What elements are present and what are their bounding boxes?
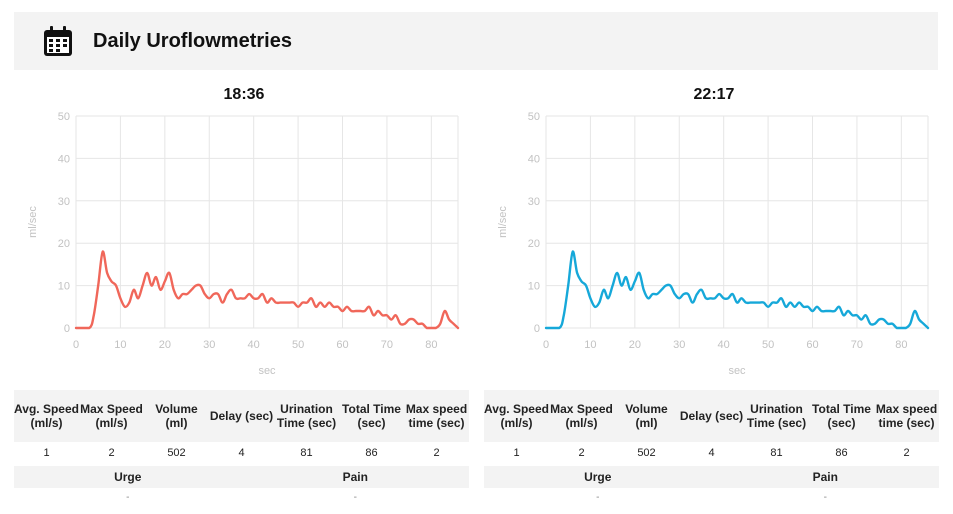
x-tick-label: 20: [159, 339, 171, 351]
x-tick-label: 50: [292, 339, 304, 351]
flow-series-line: [544, 250, 930, 330]
y-tick-label: 20: [528, 238, 540, 250]
uroflow-panel-2: 22:17 0 10 20 30 40 50 0 10 20 30 40 50 60 70 80 sec ml/…: [484, 78, 944, 514]
value-urge: -: [596, 491, 600, 503]
x-tick-label: 80: [425, 339, 437, 351]
flow-chart: 0 10 20 30 40 50 0 10 20 30 40 50 60 70 80 sec ml/sec: [497, 111, 930, 377]
header-max-speed: Max Speed (ml/s): [550, 402, 613, 430]
header-urge: Urge: [584, 470, 612, 484]
header-avg-speed: Avg. Speed (ml/s): [484, 402, 549, 430]
value-avg-speed: 1: [43, 447, 50, 459]
header-pain: Pain: [342, 470, 368, 484]
y-tick-label: 50: [528, 111, 540, 123]
header-total-time: Total Time (sec): [812, 402, 871, 430]
value-max-speed-time: 2: [433, 447, 440, 459]
x-tick-label: 0: [73, 339, 79, 351]
x-axis-title: sec: [728, 365, 746, 377]
y-tick-label: 50: [58, 111, 70, 123]
value-pain: -: [353, 491, 357, 503]
page-header: Daily Uroflowmetries: [14, 12, 938, 70]
panel-time: 22:17: [693, 86, 735, 103]
flow-chart: 0 10 20 30 40 50 0 10 20 30 40 50 60 70 80 sec ml/sec: [27, 111, 460, 377]
value-delay: 4: [708, 447, 715, 459]
header-delay: Delay (sec): [679, 409, 744, 423]
stats-header-row: Avg. Speed (ml/s) Max Speed (ml/s) Volum…: [14, 390, 469, 442]
header-avg-speed: Avg. Speed (ml/s): [14, 402, 79, 430]
header-max-speed-time: Max speed time (sec): [405, 402, 468, 430]
y-tick-label: 10: [58, 281, 70, 293]
header-total-time: Total Time (sec): [342, 402, 401, 430]
value-volume: 502: [167, 447, 186, 459]
header-urination-time: Urination Time (sec): [746, 402, 807, 430]
header-delay: Delay (sec): [209, 409, 274, 423]
page-title: Daily Uroflowmetries: [93, 29, 292, 52]
x-tick-label: 30: [673, 339, 685, 351]
y-tick-label: 30: [528, 196, 540, 208]
panel-time: 18:36: [223, 86, 265, 103]
header-urge: Urge: [114, 470, 142, 484]
y-tick-label: 10: [528, 281, 540, 293]
stats-value-row: 1 2 502 4 81 86 2: [14, 442, 469, 464]
x-tick-label: 60: [336, 339, 348, 351]
y-tick-label: 40: [58, 153, 70, 165]
x-tick-label: 10: [584, 339, 596, 351]
x-tick-label: 60: [806, 339, 818, 351]
urge-pain-header-row: Urge Pain: [14, 466, 469, 488]
y-tick-label: 0: [534, 323, 540, 335]
y-tick-label: 20: [58, 238, 70, 250]
x-tick-label: 20: [629, 339, 641, 351]
y-tick-label: 30: [58, 196, 70, 208]
value-max-speed-time: 2: [903, 447, 910, 459]
x-axis-title: sec: [258, 365, 276, 377]
x-tick-label: 70: [381, 339, 393, 351]
value-max-speed: 2: [578, 447, 585, 459]
x-tick-label: 40: [718, 339, 730, 351]
y-axis-title: ml/sec: [497, 206, 509, 238]
stats-value-row: 1 2 502 4 81 86 2: [484, 442, 939, 464]
y-tick-label: 0: [64, 323, 70, 335]
header-pain: Pain: [812, 470, 838, 484]
value-max-speed: 2: [108, 447, 115, 459]
value-urge: -: [126, 491, 130, 503]
x-tick-label: 30: [203, 339, 215, 351]
flow-series-line: [74, 250, 460, 330]
urge-pain-header-row: Urge Pain: [484, 466, 939, 488]
y-tick-label: 40: [528, 153, 540, 165]
header-max-speed: Max Speed (ml/s): [80, 402, 143, 430]
calendar-icon: [44, 26, 72, 56]
header-volume: Volume (ml): [155, 402, 198, 430]
value-urination-time: 81: [770, 447, 783, 459]
x-tick-label: 40: [248, 339, 260, 351]
uroflow-panel-1: 18:36 0 10 20 30 40 50 0 10 20 30 40 50 60 70 80 sec ml/…: [14, 78, 474, 514]
urge-pain-value-row: - -: [484, 488, 939, 506]
value-total-time: 86: [365, 447, 378, 459]
header-max-speed-time: Max speed time (sec): [875, 402, 938, 430]
x-tick-label: 50: [762, 339, 774, 351]
header-volume: Volume (ml): [625, 402, 668, 430]
x-tick-label: 70: [851, 339, 863, 351]
value-urination-time: 81: [300, 447, 313, 459]
y-axis-title: ml/sec: [27, 206, 39, 238]
x-tick-label: 10: [114, 339, 126, 351]
x-tick-label: 80: [895, 339, 907, 351]
value-pain: -: [823, 491, 827, 503]
header-urination-time: Urination Time (sec): [276, 402, 337, 430]
urge-pain-value-row: - -: [14, 488, 469, 506]
value-volume: 502: [637, 447, 656, 459]
value-delay: 4: [238, 447, 245, 459]
stats-header-row: Avg. Speed (ml/s) Max Speed (ml/s) Volum…: [484, 390, 939, 442]
value-avg-speed: 1: [513, 447, 520, 459]
x-tick-label: 0: [543, 339, 549, 351]
value-total-time: 86: [835, 447, 848, 459]
